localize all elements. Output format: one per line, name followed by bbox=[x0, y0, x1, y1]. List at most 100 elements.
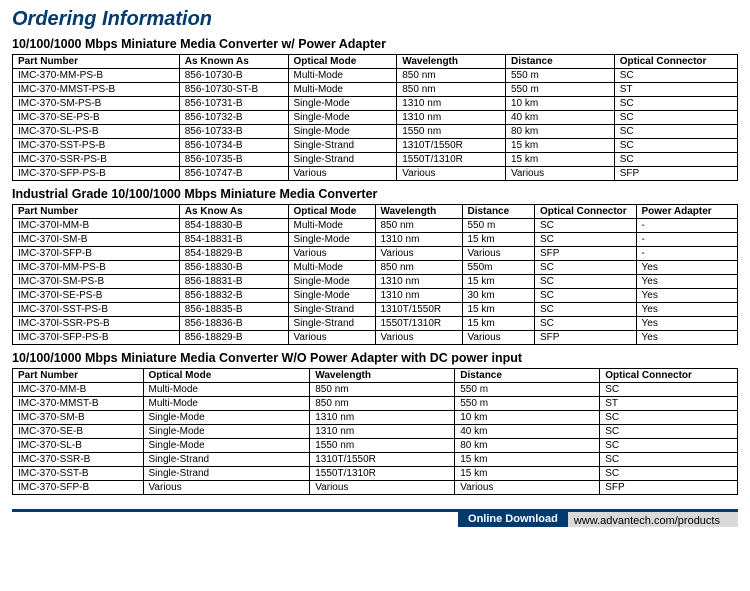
table-cell: Single-Strand bbox=[288, 317, 375, 331]
table-row: IMC-370-MMST-PS-B856-10730-ST-BMulti-Mod… bbox=[13, 83, 738, 97]
column-header: Distance bbox=[462, 205, 535, 219]
table-cell: 1550T/1310R bbox=[310, 467, 455, 481]
table-cell: 1550 nm bbox=[310, 439, 455, 453]
table-cell: IMC-370-MM-PS-B bbox=[13, 69, 180, 83]
table-cell: Yes bbox=[636, 261, 738, 275]
table-cell: IMC-370-SSR-PS-B bbox=[13, 153, 180, 167]
table-cell: IMC-370-SST-PS-B bbox=[13, 139, 180, 153]
table-cell: IMC-370-SM-PS-B bbox=[13, 97, 180, 111]
table-cell: IMC-370-SL-B bbox=[13, 439, 144, 453]
table-cell: 15 km bbox=[455, 467, 600, 481]
table-cell: 30 km bbox=[462, 289, 535, 303]
table-row: IMC-370-MMST-BMulti-Mode850 nm550 mST bbox=[13, 397, 738, 411]
table-row: IMC-370-SFP-BVariousVariousVariousSFP bbox=[13, 481, 738, 495]
table-cell: SC bbox=[535, 317, 637, 331]
table-cell: 550 m bbox=[506, 69, 615, 83]
table-cell: IMC-370I-MM-B bbox=[13, 219, 180, 233]
table-cell: IMC-370-SE-PS-B bbox=[13, 111, 180, 125]
table-row: IMC-370I-SST-PS-B856-18835-BSingle-Stran… bbox=[13, 303, 738, 317]
table-cell: Single-Strand bbox=[143, 467, 310, 481]
table-cell: Single-Strand bbox=[288, 139, 397, 153]
online-download-url[interactable]: www.advantech.com/products bbox=[568, 509, 738, 527]
table-cell: SFP bbox=[535, 331, 637, 345]
table-cell: 1310T/1550R bbox=[310, 453, 455, 467]
table-cell: 10 km bbox=[506, 97, 615, 111]
table-cell: 15 km bbox=[462, 275, 535, 289]
table-cell: SC bbox=[535, 233, 637, 247]
column-header: Distance bbox=[506, 55, 615, 69]
column-header: Part Number bbox=[13, 369, 144, 383]
table-cell: 850 nm bbox=[397, 83, 506, 97]
table-cell: 856-10735-B bbox=[179, 153, 288, 167]
table-cell: 850 nm bbox=[375, 261, 462, 275]
table-row: IMC-370I-SE-PS-B856-18832-BSingle-Mode13… bbox=[13, 289, 738, 303]
table-cell: IMC-370-MMST-PS-B bbox=[13, 83, 180, 97]
table-cell: 550 m bbox=[455, 397, 600, 411]
table-cell: 15 km bbox=[462, 303, 535, 317]
table-row: IMC-370-SM-BSingle-Mode1310 nm10 kmSC bbox=[13, 411, 738, 425]
table-cell: 1310 nm bbox=[375, 275, 462, 289]
table-row: IMC-370-SE-PS-B856-10732-BSingle-Mode131… bbox=[13, 111, 738, 125]
page-title: Ordering Information bbox=[12, 8, 738, 31]
table-cell: Multi-Mode bbox=[288, 69, 397, 83]
table-cell: 1310 nm bbox=[310, 411, 455, 425]
table-cell: IMC-370-MMST-B bbox=[13, 397, 144, 411]
table-cell: 15 km bbox=[506, 139, 615, 153]
data-table: Part NumberOptical ModeWavelengthDistanc… bbox=[12, 368, 738, 495]
table-cell: IMC-370-SST-B bbox=[13, 467, 144, 481]
table-row: IMC-370I-SFP-PS-B856-18829-BVariousVario… bbox=[13, 331, 738, 345]
table-cell: 856-18836-B bbox=[179, 317, 288, 331]
footer-spacer bbox=[12, 509, 458, 527]
online-download-label: Online Download bbox=[458, 509, 568, 527]
table-cell: Various bbox=[288, 247, 375, 261]
table-cell: 856-18831-B bbox=[179, 275, 288, 289]
table-cell: Single-Mode bbox=[143, 425, 310, 439]
table-cell: IMC-370-SL-PS-B bbox=[13, 125, 180, 139]
table-cell: 1310 nm bbox=[375, 289, 462, 303]
table-cell: ST bbox=[614, 83, 737, 97]
table-cell: 856-10734-B bbox=[179, 139, 288, 153]
table-row: IMC-370-SM-PS-B856-10731-BSingle-Mode131… bbox=[13, 97, 738, 111]
table-cell: SC bbox=[535, 219, 637, 233]
table-cell: 856-18830-B bbox=[179, 261, 288, 275]
table-cell: 856-10730-B bbox=[179, 69, 288, 83]
table-row: IMC-370-SSR-PS-B856-10735-BSingle-Strand… bbox=[13, 153, 738, 167]
table-cell: Yes bbox=[636, 303, 738, 317]
table-cell: SC bbox=[614, 111, 737, 125]
column-header: Power Adapter bbox=[636, 205, 738, 219]
table-cell: IMC-370-SM-B bbox=[13, 411, 144, 425]
table-row: IMC-370I-MM-PS-B856-18830-BMulti-Mode850… bbox=[13, 261, 738, 275]
table-cell: - bbox=[636, 247, 738, 261]
table-cell: Various bbox=[462, 331, 535, 345]
table-cell: 15 km bbox=[462, 233, 535, 247]
column-header: Wavelength bbox=[375, 205, 462, 219]
table-cell: Single-Mode bbox=[143, 439, 310, 453]
table-cell: 550 m bbox=[506, 83, 615, 97]
table-cell: 1310T/1550R bbox=[397, 139, 506, 153]
table-row: IMC-370I-SM-PS-B856-18831-BSingle-Mode13… bbox=[13, 275, 738, 289]
table-cell: IMC-370I-SM-PS-B bbox=[13, 275, 180, 289]
table-cell: Single-Mode bbox=[288, 275, 375, 289]
table-cell: 1310 nm bbox=[310, 425, 455, 439]
table-cell: - bbox=[636, 219, 738, 233]
table-cell: 15 km bbox=[462, 317, 535, 331]
table-cell: Multi-Mode bbox=[288, 261, 375, 275]
table-cell: 850 nm bbox=[310, 383, 455, 397]
column-header: Distance bbox=[455, 369, 600, 383]
column-header: Optical Mode bbox=[288, 205, 375, 219]
table-cell: Multi-Mode bbox=[143, 383, 310, 397]
table-cell: 80 km bbox=[506, 125, 615, 139]
table-header-row: Part NumberOptical ModeWavelengthDistanc… bbox=[13, 369, 738, 383]
column-header: Wavelength bbox=[397, 55, 506, 69]
table-cell: SC bbox=[600, 411, 738, 425]
table-cell: 850 nm bbox=[397, 69, 506, 83]
table-cell: IMC-370I-SFP-PS-B bbox=[13, 331, 180, 345]
table-cell: ST bbox=[600, 397, 738, 411]
table-cell: 856-10747-B bbox=[179, 167, 288, 181]
table-cell: Yes bbox=[636, 331, 738, 345]
table-cell: Multi-Mode bbox=[288, 83, 397, 97]
table-cell: Various bbox=[375, 247, 462, 261]
table-cell: SFP bbox=[535, 247, 637, 261]
table-cell: Single-Strand bbox=[288, 303, 375, 317]
table-cell: SC bbox=[535, 289, 637, 303]
